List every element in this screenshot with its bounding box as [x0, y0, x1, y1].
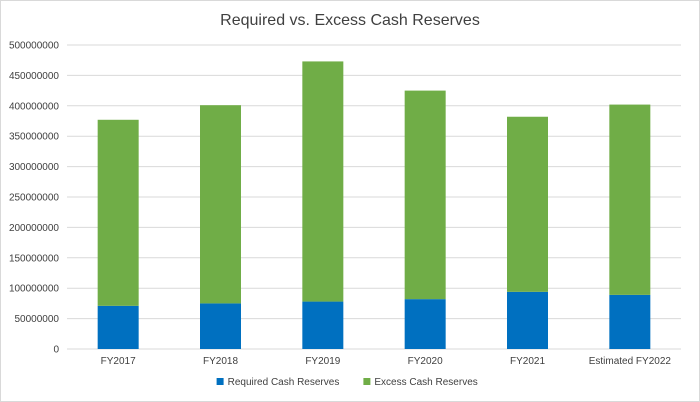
- bar-required-cash-reserves: [609, 294, 651, 349]
- bar-required-cash-reserves: [97, 305, 139, 349]
- y-axis-tick-labels: 0 50000000 100000000 150000000 200000000 2500…: [9, 41, 60, 356]
- x-tick-label: Estimated FY2022: [589, 356, 672, 367]
- bar-excess-cash-reserves: [200, 105, 241, 304]
- bar-excess-cash-reserves: [507, 116, 548, 292]
- y-tick-label: 0: [53, 345, 59, 356]
- bar-excess-cash-reserves: [97, 119, 139, 306]
- y-tick-label: 400000000: [9, 101, 59, 112]
- x-axis-tick-labels: FY2017 FY2018 FY2019 FY2020 FY2021 Estimated …: [101, 356, 672, 367]
- chart-title: Required vs. Excess Cash Reserves: [220, 12, 480, 29]
- y-tick-label: 350000000: [9, 132, 59, 143]
- y-tick-label: 500000000: [9, 41, 59, 52]
- bar-required-cash-reserves: [404, 299, 446, 349]
- x-tick-label: FY2020: [408, 356, 443, 367]
- y-tick-label: 300000000: [9, 162, 59, 173]
- bar-required-cash-reserves: [302, 301, 344, 349]
- x-tick-label: FY2019: [305, 356, 340, 367]
- bars: [97, 61, 651, 349]
- gridlines: [67, 44, 681, 350]
- legend-swatch: [216, 378, 224, 385]
- legend-label: Excess Cash Reserves: [374, 377, 477, 388]
- legend-label: Required Cash Reserves: [228, 377, 340, 388]
- bar-excess-cash-reserves: [609, 104, 651, 295]
- y-tick-label: 450000000: [9, 71, 59, 82]
- bar-excess-cash-reserves: [302, 61, 344, 302]
- y-tick-label: 150000000: [9, 253, 59, 264]
- bar-required-cash-reserves: [200, 303, 241, 349]
- legend-swatch: [363, 378, 371, 385]
- y-tick-label: 50000000: [15, 314, 60, 325]
- y-tick-label: 200000000: [9, 223, 59, 234]
- y-tick-label: 100000000: [9, 284, 59, 295]
- x-tick-label: FY2021: [510, 356, 545, 367]
- bar-required-cash-reserves: [507, 291, 548, 349]
- x-tick-label: FY2018: [203, 356, 238, 367]
- x-tick-label: FY2017: [101, 356, 136, 367]
- bar-excess-cash-reserves: [404, 90, 446, 300]
- legend: Required Cash Reserves Excess Cash Reserv…: [216, 377, 478, 388]
- y-tick-label: 250000000: [9, 193, 59, 204]
